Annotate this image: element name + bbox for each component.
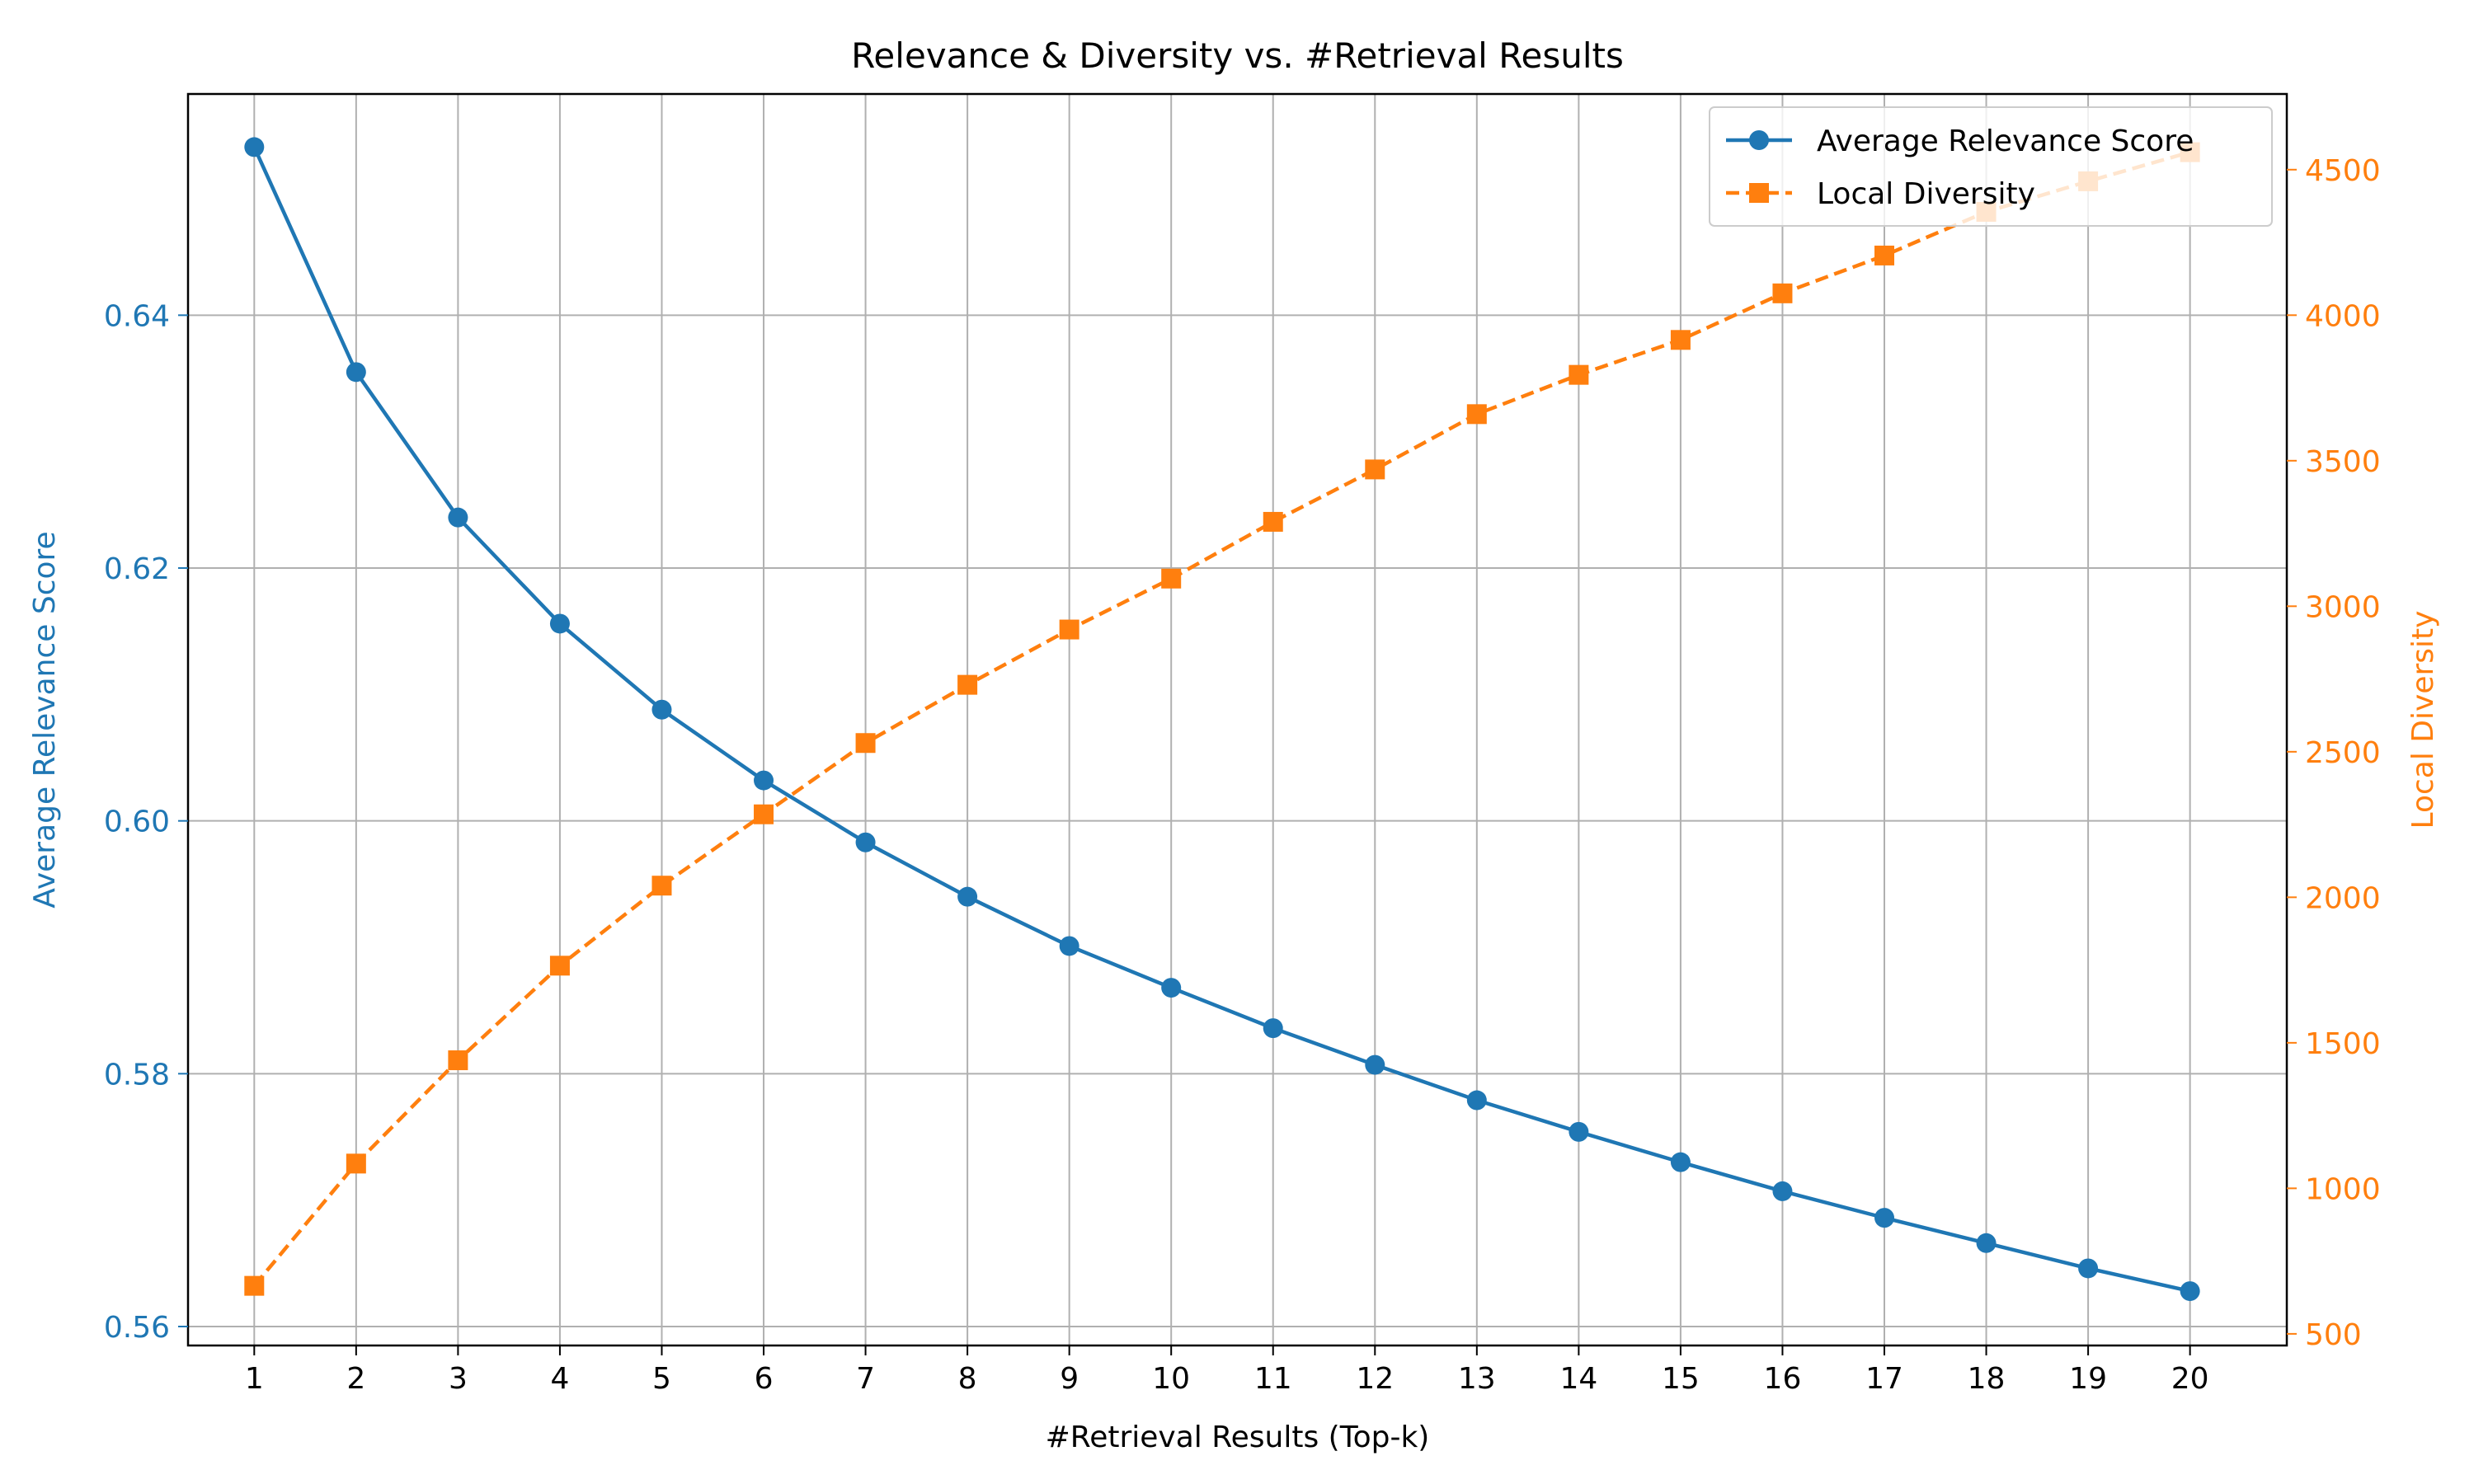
x-tick-label: 13 <box>1458 1362 1496 1396</box>
x-tick-label: 8 <box>958 1362 977 1396</box>
relevance-point <box>754 770 774 791</box>
diversity-point <box>1569 364 1589 385</box>
y-axis-label-right: Local Diversity <box>2406 611 2440 829</box>
y-tick-label-right: 3500 <box>2305 445 2381 479</box>
series-line-1 <box>252 150 2191 1288</box>
diversity-point <box>1772 283 1793 303</box>
x-tick-label: 2 <box>346 1362 365 1396</box>
x-axis-label: #Retrieval Results (Top-k) <box>1046 1421 1430 1454</box>
relevance-point <box>346 362 366 383</box>
relevance-point <box>1059 936 1079 956</box>
relevance-point <box>549 613 570 634</box>
x-tick-label: 16 <box>1764 1362 1802 1396</box>
diversity-point <box>1670 330 1691 350</box>
x-tick-label: 3 <box>449 1362 468 1396</box>
relevance-point <box>1161 978 1182 998</box>
y-tick-label-right: 500 <box>2305 1318 2362 1352</box>
x-tick-label: 17 <box>1865 1362 1903 1396</box>
legend-label-1: Local Diversity <box>1817 177 2035 211</box>
y-tick-label-left: 0.60 <box>104 805 170 839</box>
relevance-point <box>957 886 978 907</box>
legend-marker-1 <box>1749 183 1769 203</box>
y-tick-label-right: 4500 <box>2305 154 2381 188</box>
y-tick-label-right: 1000 <box>2305 1172 2381 1206</box>
relevance-point <box>1874 1208 1895 1228</box>
x-tick-label: 5 <box>652 1362 671 1396</box>
relevance-point <box>1466 1090 1487 1111</box>
diversity-point <box>448 1050 468 1071</box>
legend-box <box>1709 106 2273 227</box>
diversity-point <box>754 804 774 824</box>
diversity-point <box>1161 568 1182 589</box>
x-tick-label: 15 <box>1662 1362 1700 1396</box>
x-tick-label: 14 <box>1559 1362 1597 1396</box>
x-tick-label: 4 <box>550 1362 569 1396</box>
diversity-point <box>1874 245 1895 265</box>
x-tick-label: 6 <box>755 1362 774 1396</box>
diversity-point <box>1466 404 1487 425</box>
y-tick-label-right: 3000 <box>2305 590 2381 624</box>
legend: Average Relevance Score Local Diversity <box>1709 106 2273 227</box>
relevance-point <box>1569 1121 1589 1142</box>
x-tick-label: 18 <box>1968 1362 2006 1396</box>
x-tick-label: 12 <box>1356 1362 1394 1396</box>
y-tick-label-left: 0.64 <box>104 299 170 333</box>
grid <box>188 94 2287 1345</box>
x-tick-label: 9 <box>1060 1362 1079 1396</box>
relevance-point <box>1976 1233 1997 1253</box>
legend-marker-0 <box>1749 130 1769 150</box>
relevance-point <box>2078 1258 2099 1279</box>
y-tick-label-right: 2500 <box>2305 736 2381 770</box>
x-tick-label: 1 <box>245 1362 264 1396</box>
chart-title: Relevance & Diversity vs. #Retrieval Res… <box>851 35 1624 76</box>
y-tick-label-right: 4000 <box>2305 299 2381 333</box>
x-tick-label: 7 <box>856 1362 875 1396</box>
diversity-point <box>957 674 978 695</box>
relevance-point <box>651 699 672 720</box>
y-axis-label-left: Average Relevance Score <box>28 531 62 908</box>
diversity-point <box>651 876 672 896</box>
diversity-point <box>549 956 570 976</box>
diversity-point <box>346 1153 366 1174</box>
x-tick-label: 19 <box>2069 1362 2107 1396</box>
legend-label-0: Average Relevance Score <box>1817 124 2194 158</box>
relevance-point <box>2180 1281 2200 1302</box>
relevance-point <box>1263 1018 1283 1039</box>
diversity-point <box>1059 619 1079 640</box>
series-line-0 <box>252 146 2191 1294</box>
x-tick-label: 10 <box>1152 1362 1190 1396</box>
relevance-point <box>244 137 265 157</box>
diversity-point <box>1263 511 1283 532</box>
relevance-point <box>855 832 876 852</box>
y-tick-label-left: 0.58 <box>104 1058 170 1092</box>
diversity-point <box>1365 459 1385 480</box>
diversity-point <box>855 733 876 754</box>
y-tick-label-right: 1500 <box>2305 1027 2381 1061</box>
x-tick-label: 11 <box>1254 1362 1292 1396</box>
relevance-point <box>448 507 468 528</box>
relevance-point <box>1772 1181 1793 1201</box>
plot-frame <box>186 92 2288 1347</box>
y-tick-label-left: 0.56 <box>104 1311 170 1345</box>
relevance-point <box>1670 1152 1691 1172</box>
axes: 1 2 3 4 5 6 7 8 9 10 11 12 13 14 15 16 17 18 19 200.560.580… <box>104 154 2381 1396</box>
relevance-point <box>1365 1054 1385 1075</box>
x-tick-label: 20 <box>2171 1362 2209 1396</box>
y-tick-label-left: 0.62 <box>104 552 170 586</box>
diversity-point <box>244 1275 265 1296</box>
y-tick-label-right: 2000 <box>2305 881 2381 915</box>
